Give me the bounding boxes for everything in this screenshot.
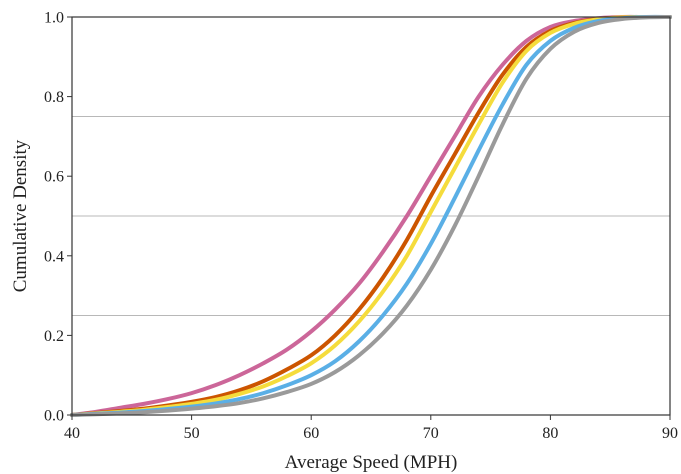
y-axis-title: Cumulative Density: [10, 139, 31, 292]
x-tick-label: 70: [423, 425, 439, 442]
plot-frame: [71, 16, 671, 416]
series-line-2: [70, 14, 672, 417]
x-tick-label: 40: [64, 425, 80, 442]
y-tick-label: 0.4: [44, 248, 64, 265]
x-tick-label: 50: [184, 425, 200, 442]
y-tick-label: 0.8: [44, 89, 64, 106]
x-tick-label: 90: [662, 425, 678, 442]
y-axis: 0.0 0.2 0.4 0.6 0.8 1.0: [44, 10, 72, 425]
series-line-0: [70, 14, 672, 417]
x-axis-title: Average Speed (MPH): [285, 452, 458, 473]
y-tick-label: 0.6: [44, 169, 64, 186]
y-tick-label: 0.2: [44, 328, 64, 345]
y-tick-label: 1.0: [44, 10, 64, 27]
x-axis: 40 50 60 70 80 90: [64, 415, 678, 442]
y-tick-label: 0.0: [44, 408, 64, 425]
x-tick-label: 80: [542, 425, 558, 442]
series-line-4: [70, 15, 672, 417]
series-layer: [70, 14, 672, 417]
reference-lines: [72, 116, 670, 316]
x-tick-label: 60: [303, 425, 319, 442]
